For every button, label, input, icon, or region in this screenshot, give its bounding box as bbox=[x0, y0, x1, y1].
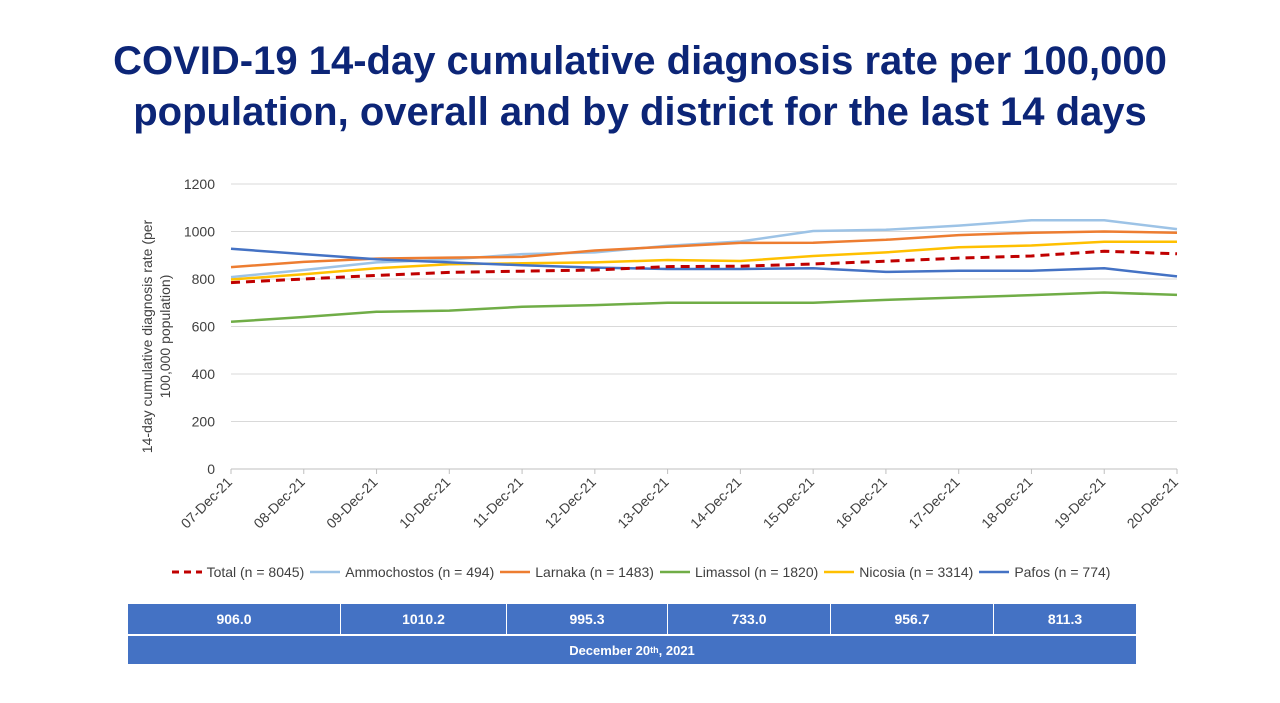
x-tick-label: 17-Dec-21 bbox=[905, 474, 963, 532]
legend-label: Larnaka (n = 1483) bbox=[535, 564, 654, 580]
series-line-nicosia bbox=[230, 240, 1177, 281]
series-line-total bbox=[230, 249, 1178, 285]
x-tick-label: 11-Dec-21 bbox=[469, 474, 526, 531]
chart-title: COVID-19 14-day cumulative diagnosis rat… bbox=[0, 36, 1280, 138]
legend-swatch bbox=[659, 570, 690, 574]
x-tick-label: 12-Dec-21 bbox=[541, 474, 599, 532]
legend-item-nicosia: Nicosia (n = 3314) bbox=[822, 564, 973, 580]
legend-item-larnaka: Larnaka (n = 1483) bbox=[498, 564, 654, 580]
series-line-larnaka bbox=[230, 230, 1178, 269]
legend-label: Limassol (n = 1820) bbox=[694, 564, 819, 580]
y-tick-label: 400 bbox=[192, 366, 216, 382]
legend-label: Total (n = 8045) bbox=[206, 564, 305, 580]
chart-title-line-2: population, overall and by district for … bbox=[133, 90, 1147, 134]
legend-swatch bbox=[500, 570, 531, 574]
y-tick-label: 800 bbox=[192, 271, 216, 287]
legend-swatch bbox=[171, 570, 202, 574]
legend-label: Pafos (n = 774) bbox=[1014, 564, 1111, 580]
date-label-suffix: , 2021 bbox=[658, 642, 695, 658]
x-tick-label: 16-Dec-21 bbox=[833, 474, 891, 532]
chart-title-line-1: COVID-19 14-day cumulative diagnosis rat… bbox=[113, 39, 1167, 83]
y-tick-label: 1200 bbox=[184, 176, 215, 192]
legend-swatch bbox=[824, 570, 855, 574]
y-axis-label: 14-day cumulative diagnosis rate (per 100… bbox=[139, 219, 173, 453]
x-tick-label: 08-Dec-21 bbox=[250, 474, 308, 532]
legend-item-total: Total (n = 8045) bbox=[170, 564, 305, 580]
legend-item-pafos: Pafos (n = 774) bbox=[977, 564, 1110, 580]
x-tick-label: 13-Dec-21 bbox=[614, 474, 672, 532]
value-cell-ammochostos: 1010.2 bbox=[341, 604, 507, 634]
x-tick-label: 10-Dec-21 bbox=[396, 474, 454, 532]
y-tick-label: 0 bbox=[207, 461, 215, 477]
value-cell-larnaka: 995.3 bbox=[507, 604, 668, 634]
value-cell-limassol: 733.0 bbox=[668, 604, 831, 634]
value-cell-pafos: 811.3 bbox=[1047, 611, 1083, 627]
legend-item-limassol: Limassol (n = 1820) bbox=[658, 564, 818, 580]
x-tick-label: 19-Dec-21 bbox=[1051, 474, 1109, 532]
x-tick-label: 15-Dec-21 bbox=[760, 474, 818, 532]
y-tick-label: 600 bbox=[192, 319, 216, 335]
date-label-prefix: December 20 bbox=[569, 642, 651, 658]
y-tick-label: 1000 bbox=[184, 224, 215, 240]
line-chart: 0 200 400 600 800 1000 1200 07-Dec-21 08-Dec-21 0… bbox=[139, 176, 1182, 532]
x-tick-label: 14-Dec-21 bbox=[687, 474, 745, 532]
chart-legend: Total (n = 8045) Ammochostos (n = 494) Lar… bbox=[0, 564, 1280, 580]
series-line-pafos bbox=[230, 247, 1178, 278]
x-tick-label: 07-Dec-21 bbox=[178, 474, 236, 532]
y-tick-label: 200 bbox=[192, 414, 216, 430]
legend-swatch bbox=[979, 570, 1010, 574]
x-tick-label: 18-Dec-21 bbox=[978, 474, 1036, 532]
value-cell-total: 906.0 bbox=[128, 604, 341, 634]
series-line-limassol bbox=[230, 291, 1178, 324]
legend-swatch bbox=[310, 570, 341, 574]
legend-label: Ammochostos (n = 494) bbox=[345, 564, 495, 580]
value-cell-nicosia: 956.7 bbox=[831, 604, 994, 634]
x-tick-label: 20-Dec-21 bbox=[1124, 474, 1182, 532]
legend-item-ammochostos: Ammochostos (n = 494) bbox=[308, 564, 494, 580]
latest-values-row: 906.0 1010.2 995.3 733.0 956.7 811.3 bbox=[128, 604, 1136, 634]
legend-label: Nicosia (n = 3314) bbox=[859, 564, 974, 580]
x-tick-label: 09-Dec-21 bbox=[323, 474, 381, 532]
